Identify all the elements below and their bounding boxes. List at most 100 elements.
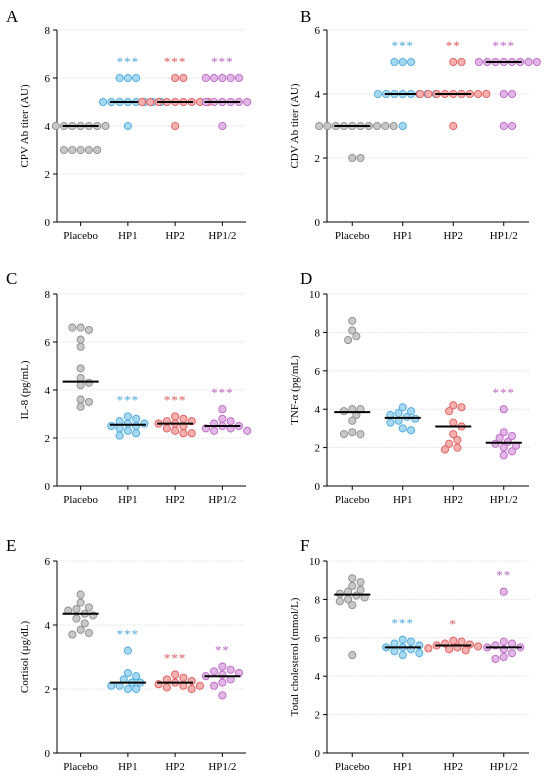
data-point <box>140 419 149 428</box>
significance-label: *** <box>493 38 516 53</box>
data-point <box>132 421 141 431</box>
data-point <box>381 121 390 131</box>
data-point <box>146 97 155 107</box>
x-tick-label: HP2 <box>443 230 463 242</box>
panel-letter: C <box>6 269 17 288</box>
significance-label: *** <box>164 54 187 69</box>
data-point <box>76 342 85 351</box>
x-tick-label: HP1 <box>393 761 413 773</box>
y-tick-label: 8 <box>315 594 321 606</box>
data-point <box>499 89 508 99</box>
data-point <box>507 447 517 456</box>
data-point <box>123 426 132 435</box>
data-point <box>474 89 483 99</box>
data-point <box>101 121 110 131</box>
y-tick-label: 4 <box>315 404 321 416</box>
data-point <box>315 121 324 131</box>
x-tick-label: HP2 <box>443 761 463 773</box>
y-tick-label: 10 <box>309 289 321 301</box>
x-tick-label: HP1 <box>118 230 138 242</box>
data-point <box>162 424 171 433</box>
data-point <box>68 323 77 332</box>
data-point <box>210 73 219 83</box>
data-point <box>373 121 382 131</box>
data-point <box>440 445 450 454</box>
data-point <box>76 598 85 607</box>
data-point <box>132 672 141 681</box>
panel-letter: B <box>300 7 311 26</box>
x-tick-label: HP2 <box>165 494 185 506</box>
data-point <box>507 121 517 131</box>
y-tick-label: 4 <box>45 620 51 632</box>
x-tick-label: HP1 <box>118 761 138 773</box>
y-tick-label: 2 <box>315 710 321 722</box>
data-point <box>76 590 85 599</box>
data-point <box>389 121 398 131</box>
significance-label: *** <box>392 38 415 53</box>
data-point <box>507 89 517 99</box>
data-point <box>356 430 365 439</box>
data-point <box>348 574 357 583</box>
data-point <box>60 145 69 155</box>
panel-letter: F <box>300 536 309 555</box>
data-point <box>416 89 425 99</box>
data-point <box>449 636 458 645</box>
x-tick-label: HP1/2 <box>208 494 236 506</box>
data-point <box>93 145 102 155</box>
data-point <box>179 429 188 438</box>
data-point <box>445 439 454 448</box>
data-point <box>179 414 188 423</box>
data-point <box>499 637 508 646</box>
data-point <box>474 642 483 651</box>
data-point <box>84 325 93 335</box>
x-tick-label: Placebo <box>63 494 98 506</box>
data-point <box>76 402 85 411</box>
data-point <box>72 604 81 614</box>
data-point <box>123 684 132 694</box>
data-point <box>323 121 332 131</box>
y-tick-label: 4 <box>315 89 321 101</box>
significance-label: *** <box>493 385 516 400</box>
data-point <box>507 639 517 648</box>
data-point <box>218 691 227 700</box>
data-point <box>210 667 219 676</box>
data-point <box>499 652 508 662</box>
x-tick-label: HP1/2 <box>208 230 236 242</box>
significance-label: *** <box>164 392 187 407</box>
x-tick-label: HP2 <box>165 761 185 773</box>
data-point <box>507 649 517 658</box>
data-point <box>398 403 407 412</box>
data-point <box>461 646 470 655</box>
data-point <box>171 412 180 421</box>
data-point <box>195 681 205 690</box>
significance-label: * <box>450 617 458 632</box>
data-point <box>499 587 508 596</box>
y-tick-label: 6 <box>45 556 51 568</box>
data-point <box>226 417 235 426</box>
y-tick-label: 4 <box>45 121 51 133</box>
data-point <box>394 408 403 418</box>
data-point <box>457 403 466 412</box>
data-point <box>218 678 227 687</box>
data-point <box>348 651 357 660</box>
x-tick-label: Placebo <box>63 230 98 242</box>
data-point <box>243 426 252 435</box>
y-tick-label: 0 <box>315 481 321 493</box>
x-tick-label: HP2 <box>165 230 185 242</box>
y-tick-label: 2 <box>45 684 51 696</box>
data-point <box>76 323 85 332</box>
data-point <box>491 654 500 663</box>
data-point <box>218 662 227 671</box>
data-point <box>398 651 407 660</box>
data-point <box>201 73 210 83</box>
data-point <box>171 73 180 83</box>
significance-label: *** <box>117 627 140 642</box>
data-point <box>398 424 407 433</box>
data-point <box>234 73 243 83</box>
data-point <box>356 153 365 163</box>
y-tick-label: 6 <box>315 366 321 378</box>
data-point <box>449 121 458 131</box>
data-point <box>449 401 458 410</box>
data-point <box>226 665 235 674</box>
